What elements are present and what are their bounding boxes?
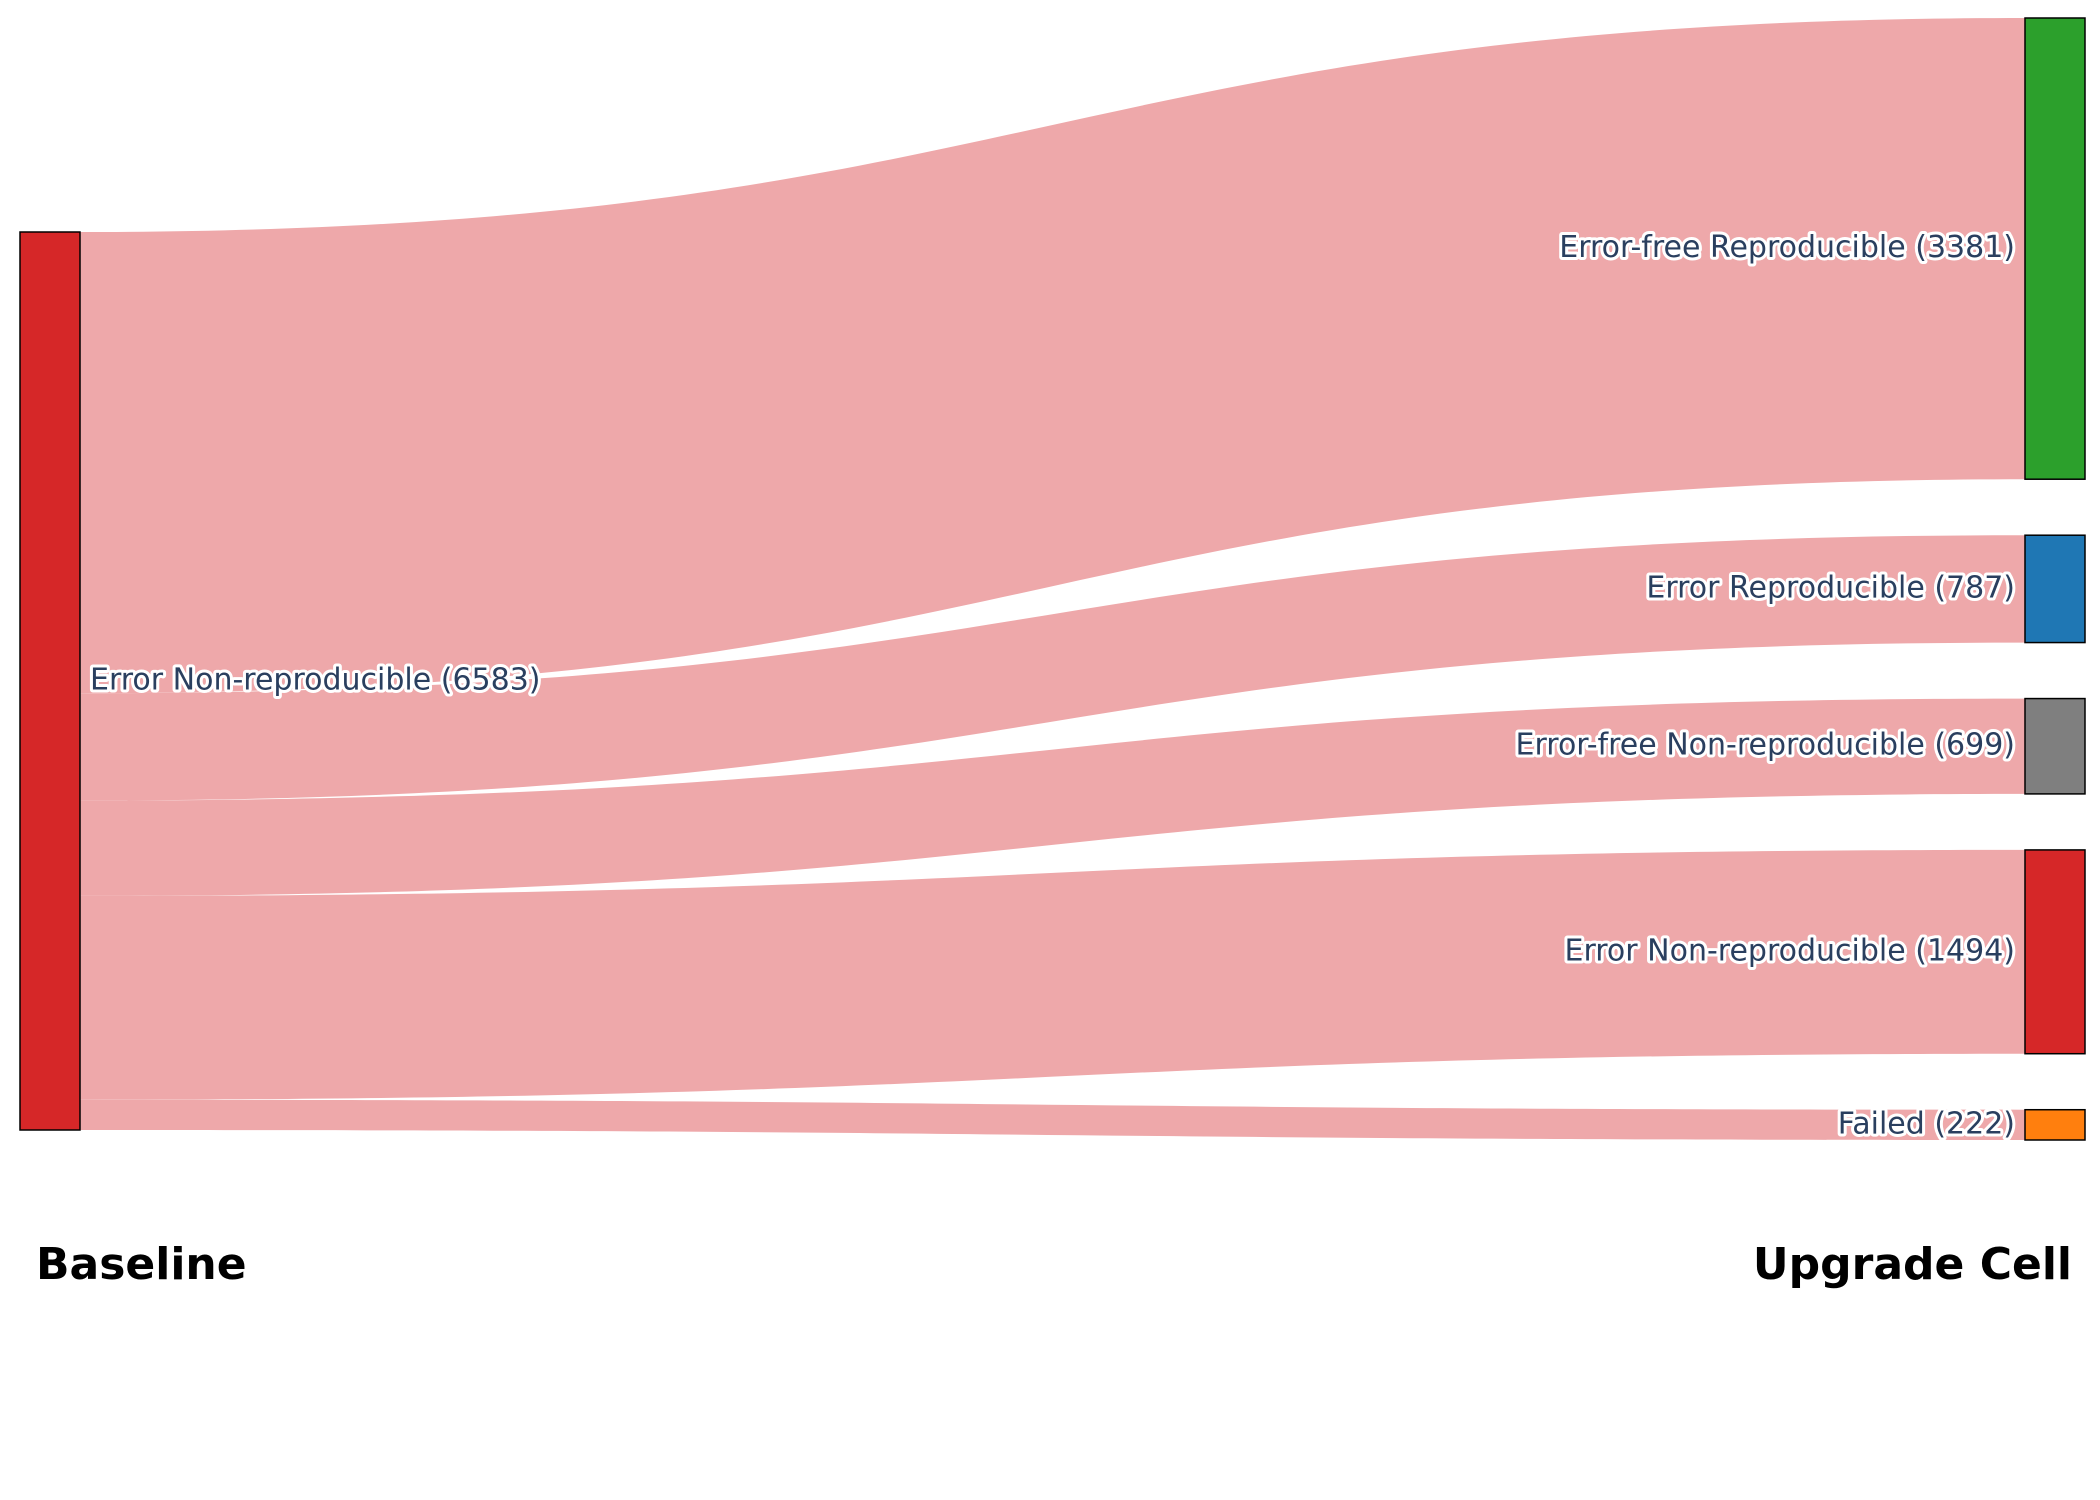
node-label-t5: Failed (222) [1838, 1106, 2015, 1141]
column-label-upgrade-cell: Upgrade Cell [1753, 1239, 2072, 1290]
flow-link-t3 [80, 698, 2025, 896]
node-t5 [2024, 1108, 2086, 1141]
node-label-src: Error Non-reproducible (6583) [90, 663, 541, 698]
flow-link-t5 [80, 1099, 2025, 1140]
labels-layer: Error Non-reproducible (6583) Error-free … [87, 227, 2018, 1144]
flow-link-t1 [80, 18, 2025, 694]
node-label-t1: Error-free Reproducible (3381) [1559, 230, 2015, 265]
node-label-t2: Error Reproducible (787) [1646, 570, 2015, 605]
flow-link-t4 [80, 849, 2025, 1100]
flow-link-t2 [80, 535, 2025, 801]
nodes-layer [19, 17, 2086, 1141]
node-t1 [2024, 17, 2086, 480]
node-t3 [2024, 697, 2086, 795]
node-t4 [2024, 849, 2086, 1055]
node-label-t4: Error Non-reproducible (1494) [1564, 933, 2015, 968]
column-label-baseline: Baseline [36, 1239, 247, 1290]
node-src [19, 231, 81, 1131]
node-label-t3: Error-free Non-reproducible (699) [1516, 728, 2015, 763]
node-t2 [2024, 534, 2086, 644]
links-layer [80, 18, 2025, 1140]
